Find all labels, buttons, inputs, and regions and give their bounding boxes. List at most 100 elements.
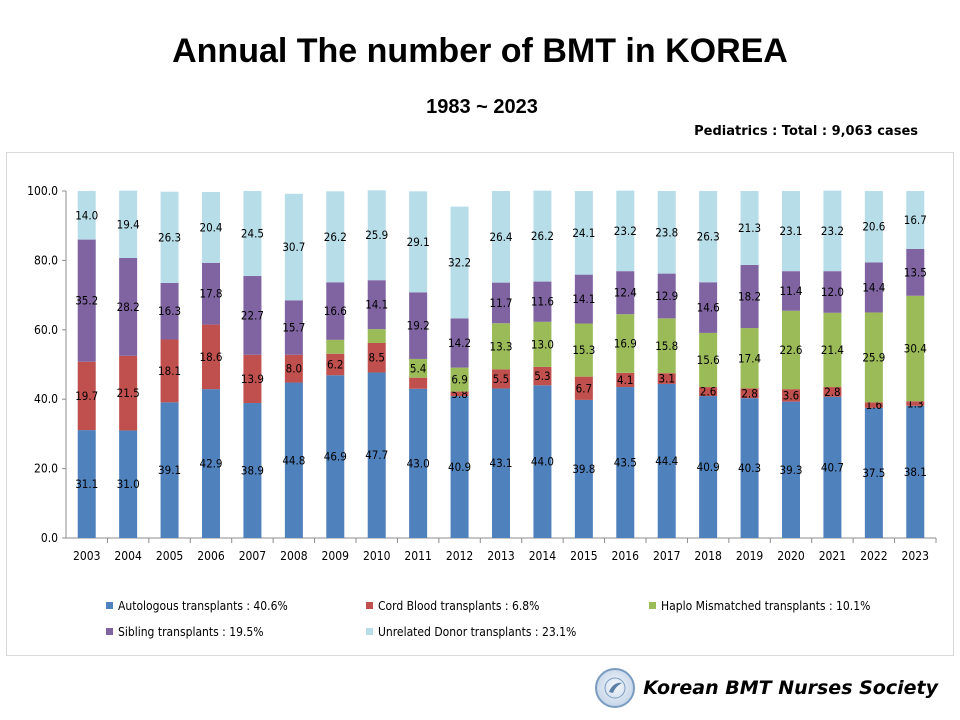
bar-segment [782, 271, 800, 311]
bar-segment [160, 282, 179, 340]
bar-segment [492, 191, 510, 283]
x-tick-label: 2007 [239, 549, 266, 563]
data-label: 19.7 [75, 389, 98, 403]
bar-segment [77, 430, 96, 538]
bar-segment [409, 388, 428, 538]
bar-segment [906, 191, 925, 249]
data-label: 14.2 [448, 336, 471, 350]
page-subtitle: 1983 ~ 2023 [426, 96, 538, 118]
bar-segment [284, 354, 303, 383]
bar-segment [864, 191, 883, 263]
bar-segment [284, 382, 303, 538]
bar-segment [367, 342, 386, 373]
data-label: 16.7 [904, 213, 927, 227]
x-tick-label: 2013 [487, 549, 514, 563]
bar-segment [202, 389, 220, 538]
x-tick-label: 2022 [860, 549, 887, 563]
y-tick-label: 40.0 [34, 392, 58, 406]
data-label: 21.5 [117, 386, 140, 400]
bar-segment [823, 190, 842, 272]
bar-segment [616, 314, 635, 373]
y-tick-label: 60.0 [34, 323, 58, 337]
x-tick-label: 2011 [404, 549, 431, 563]
bar-segment [450, 396, 469, 538]
bar-segment [450, 206, 469, 319]
x-tick-label: 2006 [197, 549, 225, 563]
bar-segment [119, 257, 138, 356]
data-label: 44.8 [282, 453, 305, 467]
data-label: 14.6 [697, 301, 720, 315]
society-logo-icon [595, 668, 636, 708]
data-label: 31.1 [75, 477, 98, 491]
data-label: 15.8 [655, 339, 678, 353]
data-label: 14.1 [365, 298, 388, 312]
data-label: 6.7 [576, 381, 592, 395]
data-label: 17.8 [199, 287, 222, 301]
bar-segment [782, 191, 800, 272]
data-label: 47.7 [365, 448, 388, 462]
bar-segment [823, 387, 842, 397]
data-label: 21.4 [821, 343, 844, 357]
data-label: 12.9 [655, 289, 678, 303]
bar-segment [616, 271, 635, 315]
total-cases-note: Pediatrics : Total : 9,063 cases [694, 124, 918, 139]
bar-segment [906, 401, 925, 406]
bar-segment [160, 191, 179, 283]
bar-segment [699, 191, 718, 283]
y-tick-label: 20.0 [34, 462, 58, 476]
legend-swatch [366, 602, 373, 609]
x-tick-label: 2004 [114, 549, 142, 563]
bar-segment [202, 324, 220, 390]
bar-segment [243, 276, 262, 355]
y-tick-label: 80.0 [34, 253, 58, 267]
bar-segment [284, 300, 303, 355]
bar-segment [119, 430, 138, 538]
x-tick-label: 2009 [322, 549, 350, 563]
data-label: 16.6 [324, 304, 347, 318]
bar-segment [409, 191, 428, 293]
bar-segment [657, 383, 676, 538]
bar-segment [243, 191, 262, 277]
bar-segment [699, 387, 718, 397]
legend-label: Unrelated Donor transplants : 23.1% [378, 625, 576, 639]
bar-segment [864, 402, 883, 408]
data-label: 20.4 [199, 220, 222, 234]
bar-segment [740, 191, 759, 265]
bar-segment [119, 190, 138, 258]
bar-segment [699, 282, 718, 333]
x-tick-label: 2019 [736, 549, 764, 563]
x-tick-label: 2017 [653, 549, 680, 563]
stacked-bar-chart: 0.0 20.0 40.0 60.0 80.0 100.0 31.1 19.7 35.2 14.0… [27, 184, 937, 639]
data-label: 44.4 [655, 454, 678, 468]
data-label: 26.2 [531, 229, 554, 243]
bar-segment [243, 403, 262, 538]
chart-area: 0.0 20.0 40.0 60.0 80.0 100.0 31.1 19.7 35.2 14.0… [6, 152, 954, 656]
bar-segment [367, 190, 386, 281]
bar-segment [367, 280, 386, 330]
bar-segment [699, 332, 718, 388]
bar-segment [409, 377, 428, 389]
bar-segment [450, 367, 469, 392]
bar-segment [160, 339, 179, 403]
bar-segment [160, 402, 179, 538]
data-label: 39.8 [572, 462, 595, 476]
data-label: 30.7 [282, 240, 305, 254]
bar-segment [533, 190, 552, 282]
bar-segment [492, 282, 510, 324]
bar-segment [574, 323, 593, 377]
bar-segment [284, 193, 303, 301]
data-label: 25.9 [365, 228, 388, 242]
data-label: 11.6 [531, 295, 554, 309]
x-tick-label: 2012 [446, 549, 473, 563]
footer: Korean BMT Nurses Society [595, 666, 938, 710]
bar-segment [657, 273, 676, 319]
organization-name: Korean BMT Nurses Society [643, 677, 938, 699]
bar-segment [864, 312, 883, 403]
bar-segment [574, 376, 593, 400]
data-label: 40.3 [738, 461, 761, 475]
bar-segment [533, 281, 552, 322]
y-tick-label: 0.0 [41, 531, 58, 545]
data-label: 23.8 [655, 225, 678, 239]
data-label: 24.1 [572, 226, 595, 240]
x-tick-label: 2003 [73, 549, 100, 563]
